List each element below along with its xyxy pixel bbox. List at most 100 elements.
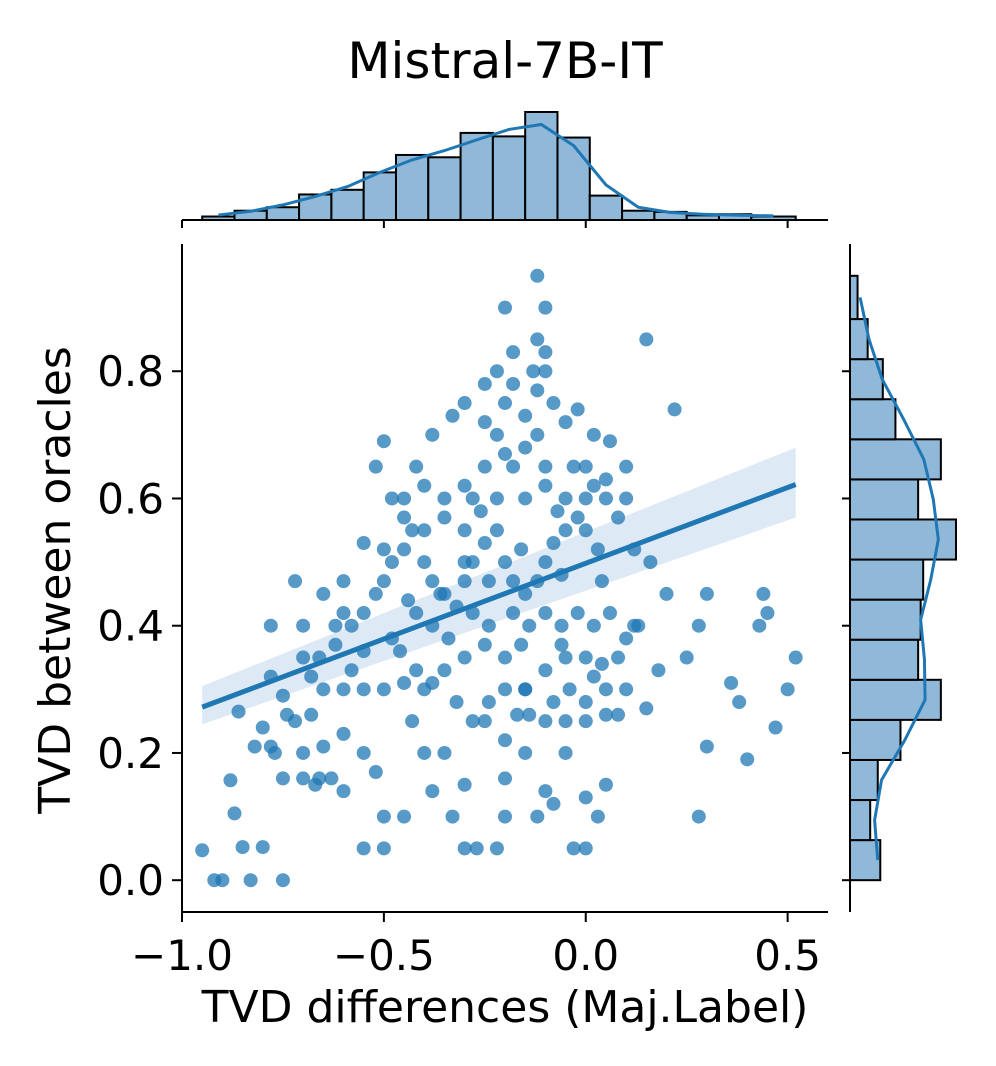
scatter-point (288, 574, 303, 589)
scatter-point (368, 459, 383, 474)
scatter-point (498, 682, 512, 697)
scatter-point (602, 434, 617, 449)
scatter-point (417, 745, 432, 760)
right-marginal-histogram (842, 244, 957, 912)
scatter-point (538, 478, 553, 493)
scatter-point (356, 605, 371, 620)
x-tick-label: 0.0 (552, 931, 619, 980)
scatter-point (384, 555, 399, 570)
scatter-point (356, 841, 371, 856)
scatter-point (530, 427, 545, 442)
scatter-point (558, 491, 573, 506)
scatter-point (304, 669, 319, 684)
scatter-point (538, 364, 553, 379)
scatter-point (405, 523, 420, 538)
y-axis-label: TVD between oracles (30, 346, 81, 814)
scatter-point (598, 491, 613, 506)
scatter-point (578, 841, 593, 856)
scatter-point (457, 841, 472, 856)
scatter-point (437, 745, 452, 760)
scatter-point (530, 383, 545, 398)
scatter-point (498, 771, 512, 786)
scatter-point (316, 586, 331, 601)
scatter-point (760, 605, 775, 620)
scatter-point (457, 574, 472, 589)
right-hist-bar (849, 518, 957, 561)
scatter-point (247, 739, 262, 754)
scatter-point (417, 478, 432, 493)
scatter-point (558, 745, 573, 760)
scatter-point (457, 777, 472, 792)
scatter-point (578, 790, 593, 805)
top-hist-bar (524, 111, 559, 221)
scatter-point (243, 873, 258, 888)
scatter-point (526, 364, 541, 379)
scatter-point (498, 650, 512, 665)
scatter-point (356, 536, 371, 551)
scatter-point (598, 777, 613, 792)
scatter-point (578, 714, 593, 729)
scatter-point (473, 504, 488, 519)
scatter-point (231, 704, 246, 719)
top-hist-bar (265, 206, 301, 221)
scatter-point (578, 650, 593, 665)
scatter-point (498, 396, 512, 411)
top-kde-curve (218, 122, 774, 218)
scatter-point (336, 574, 351, 589)
scatter-point (518, 408, 533, 423)
scatter-point (316, 739, 331, 754)
scatter-point (279, 707, 294, 722)
scatter-point (562, 682, 577, 697)
scatter-point (195, 843, 210, 858)
scatter-point (590, 809, 605, 824)
scatter-point (538, 555, 553, 570)
top-hist-bar (362, 171, 397, 222)
scatter-point (437, 510, 452, 525)
scatter-point (336, 726, 351, 741)
scatter-point (590, 542, 605, 557)
scatter-point (679, 650, 694, 665)
scatter-point (296, 650, 311, 665)
scatter-point (457, 555, 472, 570)
scatter-point (558, 714, 573, 729)
scatter-point (445, 809, 460, 824)
scatter-point (619, 459, 634, 474)
regression-line (201, 482, 797, 710)
scatter-point (538, 300, 553, 315)
scatter-point (538, 784, 553, 799)
scatter-point (397, 491, 412, 506)
scatter-point (397, 675, 412, 690)
scatter-point (554, 618, 569, 633)
scatter-point (336, 682, 351, 697)
scatter-point (538, 663, 553, 678)
scatter-point (522, 707, 537, 722)
top-hist-bar (621, 209, 656, 221)
scatter-point (558, 415, 573, 430)
scatter-point (397, 542, 412, 557)
scatter-point (651, 663, 666, 678)
scatter-point (433, 586, 448, 601)
scatter-point (489, 427, 504, 442)
right-hist-bar (849, 438, 942, 481)
x-tick-label: −0.5 (333, 931, 435, 980)
scatter-point (481, 618, 496, 633)
top-marginal-histogram (181, 111, 828, 228)
scatter-point (223, 773, 238, 788)
scatter-point (498, 555, 512, 570)
right-hist-bar (849, 758, 879, 802)
scatter-point (401, 593, 416, 608)
scatter-point (425, 574, 440, 589)
y-tick-label: 0.2 (97, 729, 164, 778)
scatter-point (425, 675, 440, 690)
scatter-point (405, 714, 420, 729)
top-hist-bar (459, 131, 494, 221)
scatter-point (457, 650, 472, 665)
scatter-point (417, 523, 432, 538)
y-tick-label: 0.8 (97, 347, 164, 396)
right-hist-bar (849, 638, 920, 681)
scatter-point (489, 523, 504, 538)
scatter-point (530, 268, 545, 283)
scatter-point (263, 618, 278, 633)
scatter-point (602, 605, 617, 620)
scatter-point (768, 720, 783, 735)
